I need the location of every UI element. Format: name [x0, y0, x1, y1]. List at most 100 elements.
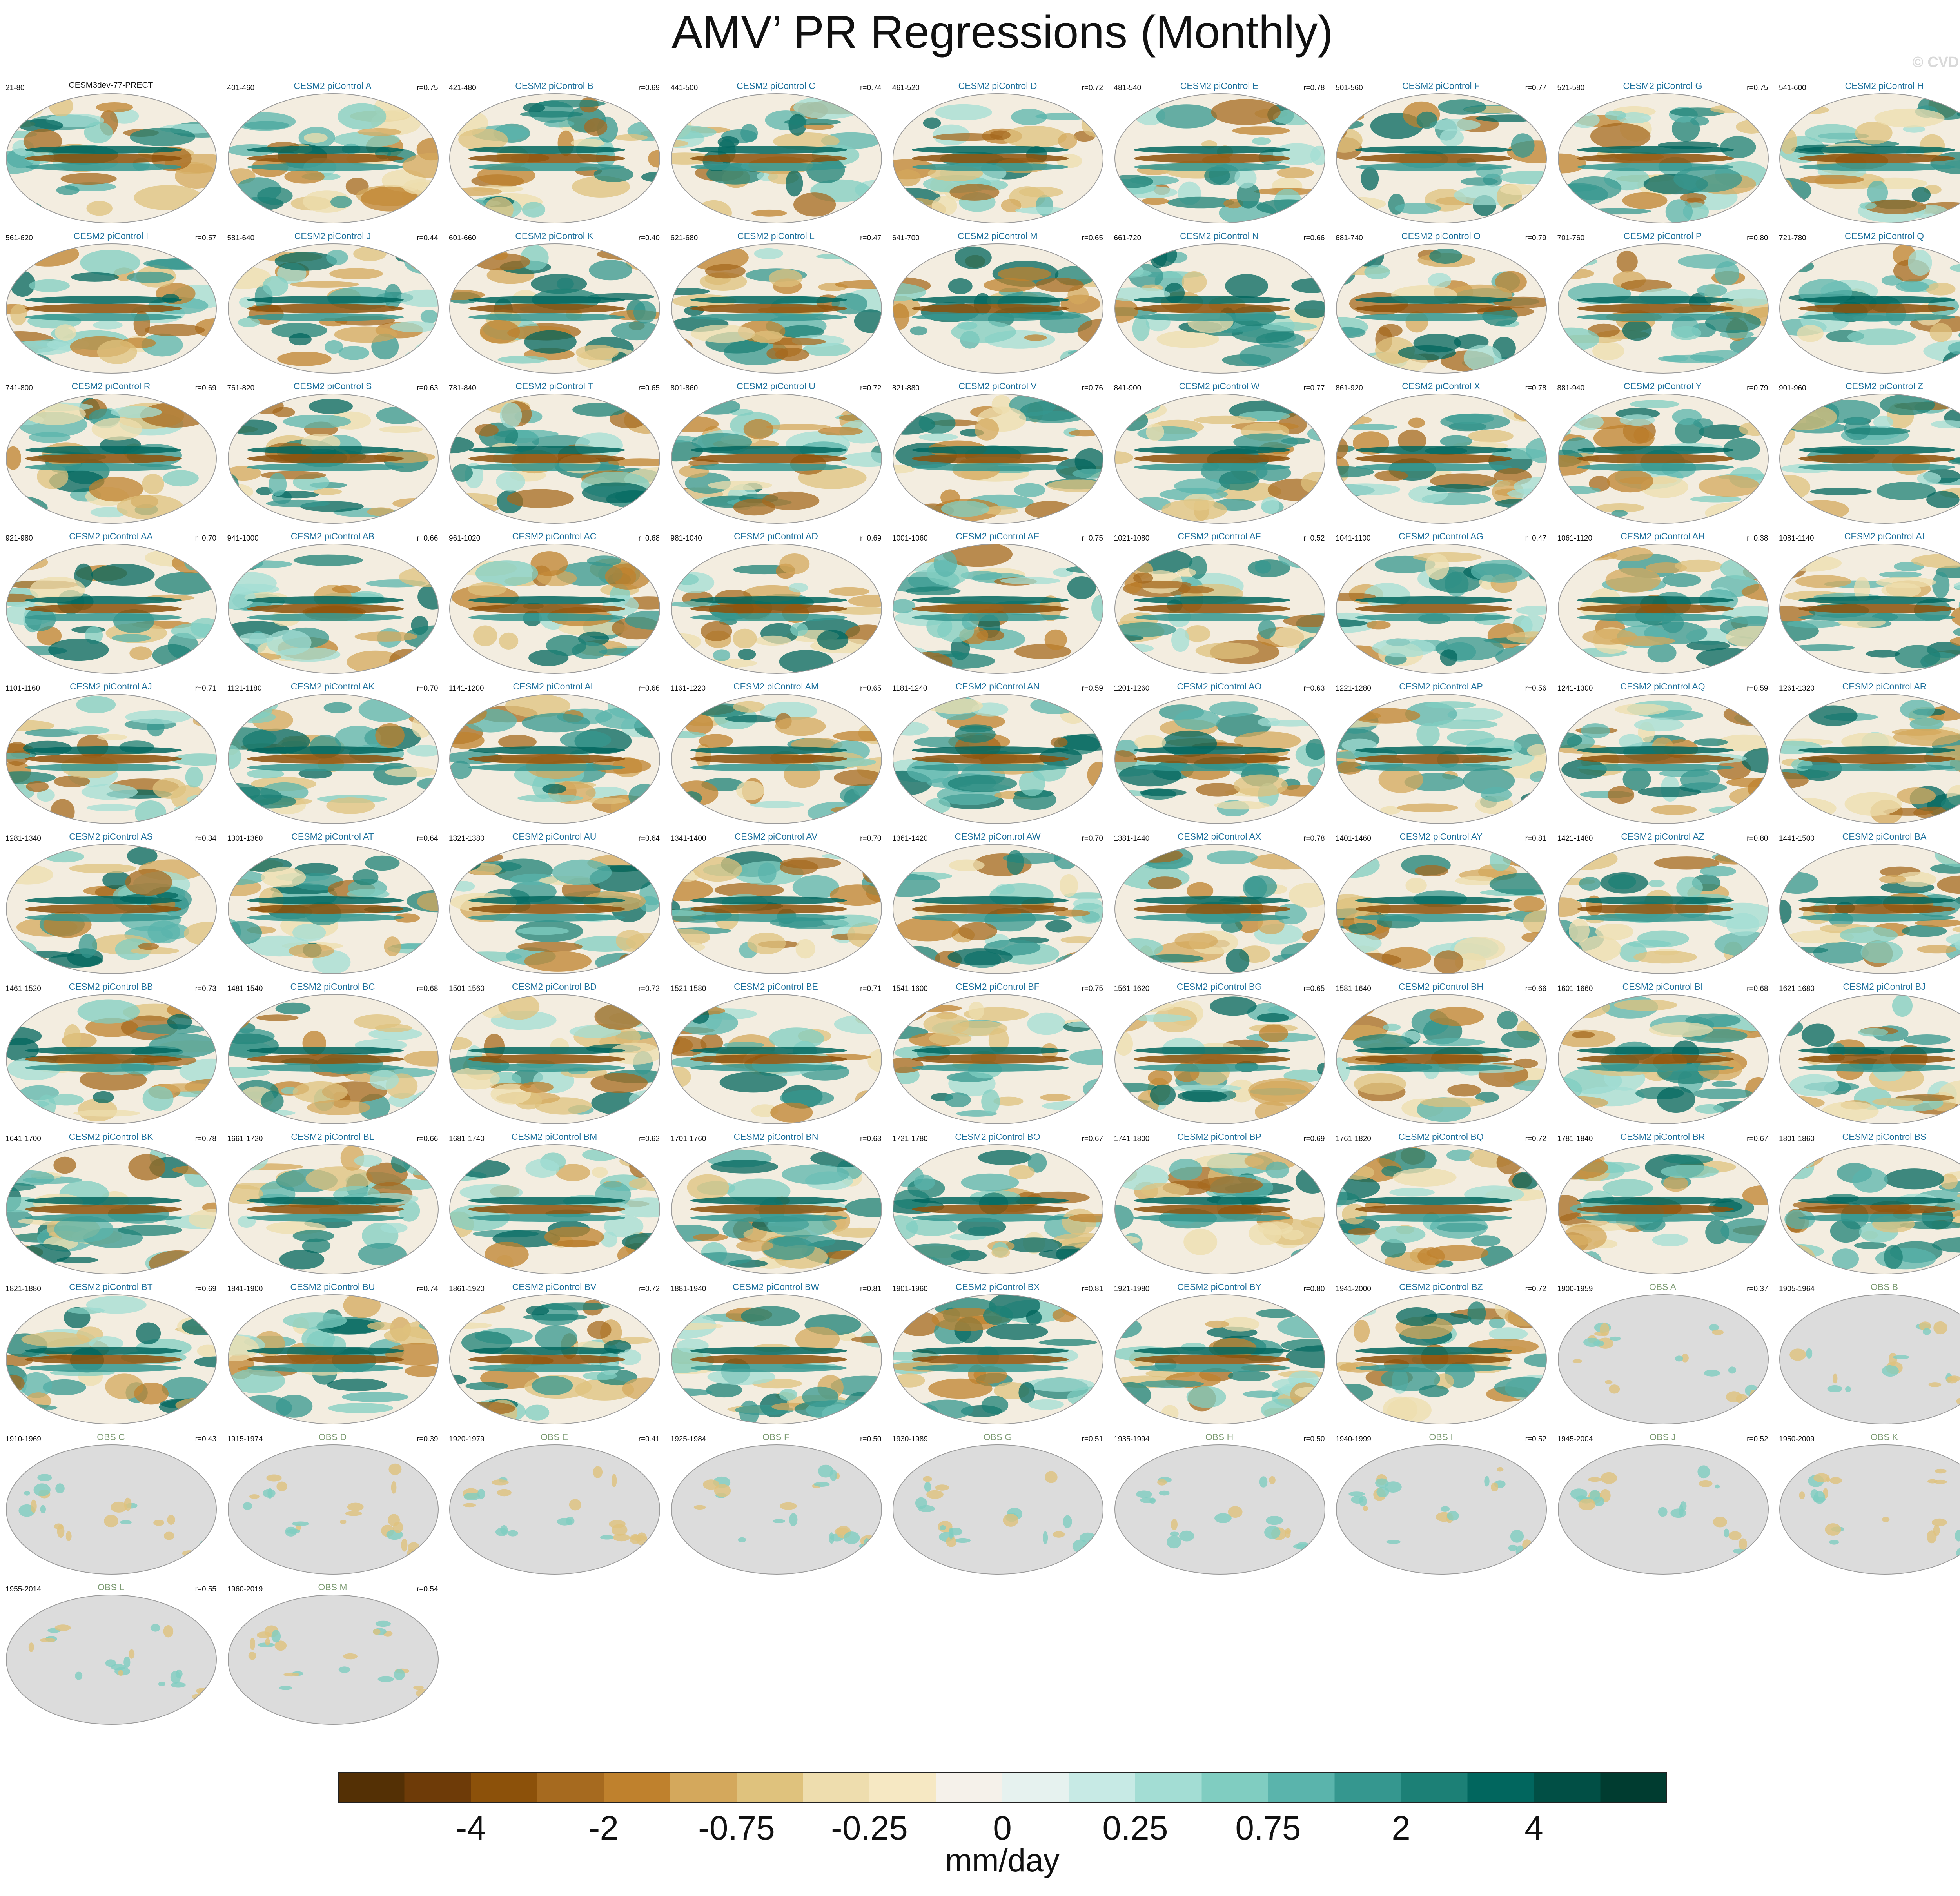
- robinson-map: [1779, 243, 1960, 374]
- panel-year-range: 641-700: [892, 234, 920, 242]
- panel-title: OBS K: [1870, 1432, 1898, 1442]
- panel-title: CESM2 piControl AC: [512, 531, 597, 541]
- colorbar-tick-label: 2: [1392, 1809, 1410, 1847]
- panel-pattern-correlation: r=0.64: [638, 835, 660, 843]
- map-panel: 641-700 CESM2 piControl M r=0.65: [889, 229, 1106, 377]
- map-panel: 1921-1980 CESM2 piControl BY r=0.80: [1111, 1279, 1328, 1428]
- panel-title: CESM2 piControl AF: [1178, 531, 1261, 541]
- panel-title: CESM2 piControl BB: [69, 982, 153, 992]
- map-panel: 1161-1220 CESM2 piControl AM r=0.65: [668, 679, 885, 828]
- panel-pattern-correlation: r=0.69: [195, 1285, 216, 1293]
- robinson-map: [6, 844, 217, 974]
- panel-pattern-correlation: r=0.75: [1082, 534, 1103, 542]
- panel-pattern-correlation: r=0.77: [1525, 84, 1546, 92]
- map-panel: 701-760 CESM2 piControl P r=0.80: [1554, 229, 1771, 377]
- panel-year-range: 1741-1800: [1114, 1135, 1150, 1143]
- panel-pattern-correlation: r=0.59: [1747, 684, 1768, 693]
- panel-year-range: 1541-1600: [892, 985, 928, 993]
- panel-year-range: 1941-2000: [1336, 1285, 1371, 1293]
- robinson-map: [1779, 1144, 1960, 1274]
- map-panel: 1101-1160 CESM2 piControl AJ r=0.71: [2, 679, 220, 828]
- robinson-map: [1557, 544, 1769, 674]
- map-panel: 1401-1460 CESM2 piControl AY r=0.81: [1332, 829, 1550, 978]
- panel-title: CESM2 piControl AR: [1842, 681, 1927, 691]
- robinson-map: [671, 93, 882, 223]
- colorbar-swatch: [1401, 1772, 1468, 1803]
- panel-year-range: 901-960: [1779, 384, 1806, 392]
- robinson-map: [1336, 243, 1547, 374]
- panel-title: CESM2 piControl AO: [1177, 681, 1262, 691]
- map-panel: 1181-1240 CESM2 piControl AN r=0.59: [889, 679, 1106, 828]
- colorbar-swatch: [537, 1772, 604, 1803]
- panel-pattern-correlation: r=0.47: [1525, 534, 1546, 542]
- panel-pattern-correlation: r=0.57: [195, 234, 216, 242]
- panel-pattern-correlation: r=0.70: [195, 534, 216, 542]
- panel-year-range: 441-500: [670, 84, 698, 92]
- panel-pattern-correlation: r=0.40: [638, 234, 660, 242]
- panel-title: CESM2 piControl AY: [1399, 831, 1483, 842]
- panel-pattern-correlation: r=0.50: [1303, 1435, 1325, 1443]
- map-panel: 1281-1340 CESM2 piControl AS r=0.34: [2, 829, 220, 978]
- robinson-map: [1557, 1144, 1769, 1274]
- map-panel: 761-820 CESM2 piControl S r=0.63: [224, 379, 441, 528]
- robinson-map: [1557, 1294, 1769, 1424]
- panel-title: CESM2 piControl BS: [1842, 1132, 1927, 1142]
- panel-year-range: 1201-1260: [1114, 684, 1150, 693]
- robinson-map: [1336, 694, 1547, 824]
- colorbar: [338, 1772, 1667, 1803]
- panel-title: CESM2 piControl AP: [1399, 681, 1483, 691]
- panel-title: OBS J: [1650, 1432, 1676, 1442]
- colorbar-tick-label: 0.25: [1102, 1809, 1168, 1847]
- map-panel: 481-540 CESM2 piControl E r=0.78: [1111, 78, 1328, 227]
- panel-title: CESM2 piControl B: [515, 81, 593, 91]
- panel-pattern-correlation: r=0.51: [1082, 1435, 1103, 1443]
- robinson-map: [1336, 844, 1547, 974]
- panel-title: OBS G: [983, 1432, 1012, 1442]
- panel-year-range: 761-820: [227, 384, 255, 392]
- panel-year-range: 961-1020: [449, 534, 481, 542]
- panel-year-range: 1721-1780: [892, 1135, 928, 1143]
- robinson-map: [671, 1144, 882, 1274]
- map-panel: 1741-1800 CESM2 piControl BP r=0.69: [1111, 1129, 1328, 1278]
- credit-watermark: © CVDP-LE: [1912, 54, 1960, 71]
- panel-year-range: 1701-1760: [670, 1135, 706, 1143]
- panel-title: CESM2 piControl U: [737, 381, 815, 391]
- panel-year-range: 1561-1620: [1114, 985, 1150, 993]
- map-panel: 681-740 CESM2 piControl O r=0.79: [1332, 229, 1550, 377]
- panel-title: OBS A: [1649, 1282, 1677, 1292]
- colorbar-swatch: [670, 1772, 737, 1803]
- panel-pattern-correlation: r=0.71: [860, 985, 882, 993]
- panel-title: CESM2 piControl BA: [1842, 831, 1927, 842]
- robinson-map: [1336, 994, 1547, 1124]
- panel-year-range: 1681-1740: [449, 1135, 485, 1143]
- panel-year-range: 1521-1580: [670, 985, 706, 993]
- robinson-map: [1779, 1294, 1960, 1424]
- panel-title: CESM2 piControl BK: [69, 1132, 153, 1142]
- panel-pattern-correlation: r=0.72: [1082, 84, 1103, 92]
- robinson-map: [1114, 394, 1325, 524]
- panel-pattern-correlation: r=0.72: [638, 985, 660, 993]
- panel-year-range: 1781-1840: [1557, 1135, 1593, 1143]
- panel-year-range: 1381-1440: [1114, 835, 1150, 843]
- panel-pattern-correlation: r=0.69: [1303, 1135, 1325, 1143]
- colorbar-swatch: [737, 1772, 803, 1803]
- panel-year-range: 1915-1974: [227, 1435, 263, 1443]
- panel-title: CESM2 piControl D: [958, 81, 1037, 91]
- colorbar-tick-labels: -4 -2 -0.75 -0.25 0 0.25 0.75 2 4: [0, 1809, 1960, 1848]
- map-panel: 1341-1400 CESM2 piControl AV r=0.70: [668, 829, 885, 978]
- panel-year-range: 1881-1940: [670, 1285, 706, 1293]
- robinson-map: [449, 544, 660, 674]
- panel-title: CESM2 piControl AE: [956, 531, 1040, 541]
- panel-pattern-correlation: r=0.69: [860, 534, 882, 542]
- panel-title: CESM2 piControl AI: [1844, 531, 1925, 541]
- robinson-map: [671, 994, 882, 1124]
- map-panel: 621-680 CESM2 piControl L r=0.47: [668, 229, 885, 377]
- panel-year-range: 1341-1400: [670, 835, 706, 843]
- colorbar-swatch: [1600, 1772, 1667, 1803]
- figure-title: AMV’ PR Regressions (Monthly): [671, 6, 1333, 58]
- panel-year-range: 541-600: [1779, 84, 1806, 92]
- map-panel: 941-1000 CESM2 piControl AB r=0.66: [224, 529, 441, 678]
- panel-pattern-correlation: r=0.79: [1747, 384, 1768, 392]
